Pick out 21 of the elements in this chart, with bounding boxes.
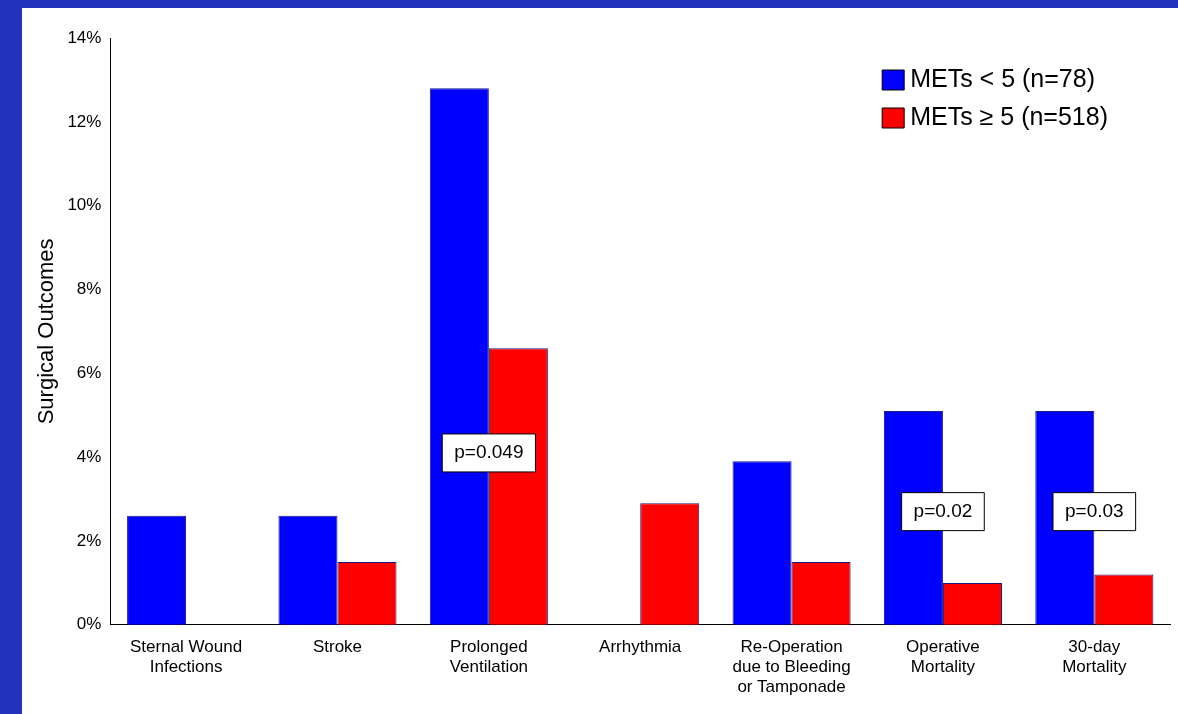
y-tick-label: 12% [67, 111, 102, 131]
x-tick-label: Arrhythmia [599, 636, 682, 656]
y-tick-label: 2% [76, 530, 102, 550]
legend-label: METs ≥ 5 (n=518) [910, 101, 1108, 130]
x-tick-label: Re-Operation due to Bleeding or Tamponade [732, 636, 851, 697]
y-tick-label: 14% [67, 27, 102, 47]
x-tick-label: Operative Mortality [906, 636, 980, 677]
y-tick-label: 6% [76, 363, 102, 382]
annotation: p=0.02 [913, 499, 973, 521]
y-tick-label: 4% [76, 446, 102, 466]
x-tick-label: Stroke [312, 636, 363, 656]
x-tick-label: 30-day Mortality [1062, 636, 1127, 677]
x-tick-label: Sternal Wound Infections [130, 636, 243, 677]
annotation: p=0.03 [1064, 499, 1124, 521]
legend-label: METs < 5 (n=78) [910, 63, 1095, 92]
x-tick-label: Prolonged Ventilation [449, 636, 529, 677]
annotation: p=0.049 [454, 441, 524, 463]
y-tick-label: 8% [76, 279, 102, 299]
y-tick-label: 10% [67, 195, 102, 215]
y-tick-label: 0% [76, 614, 102, 634]
y-axis-title: Surgical Outcomes [33, 238, 59, 425]
